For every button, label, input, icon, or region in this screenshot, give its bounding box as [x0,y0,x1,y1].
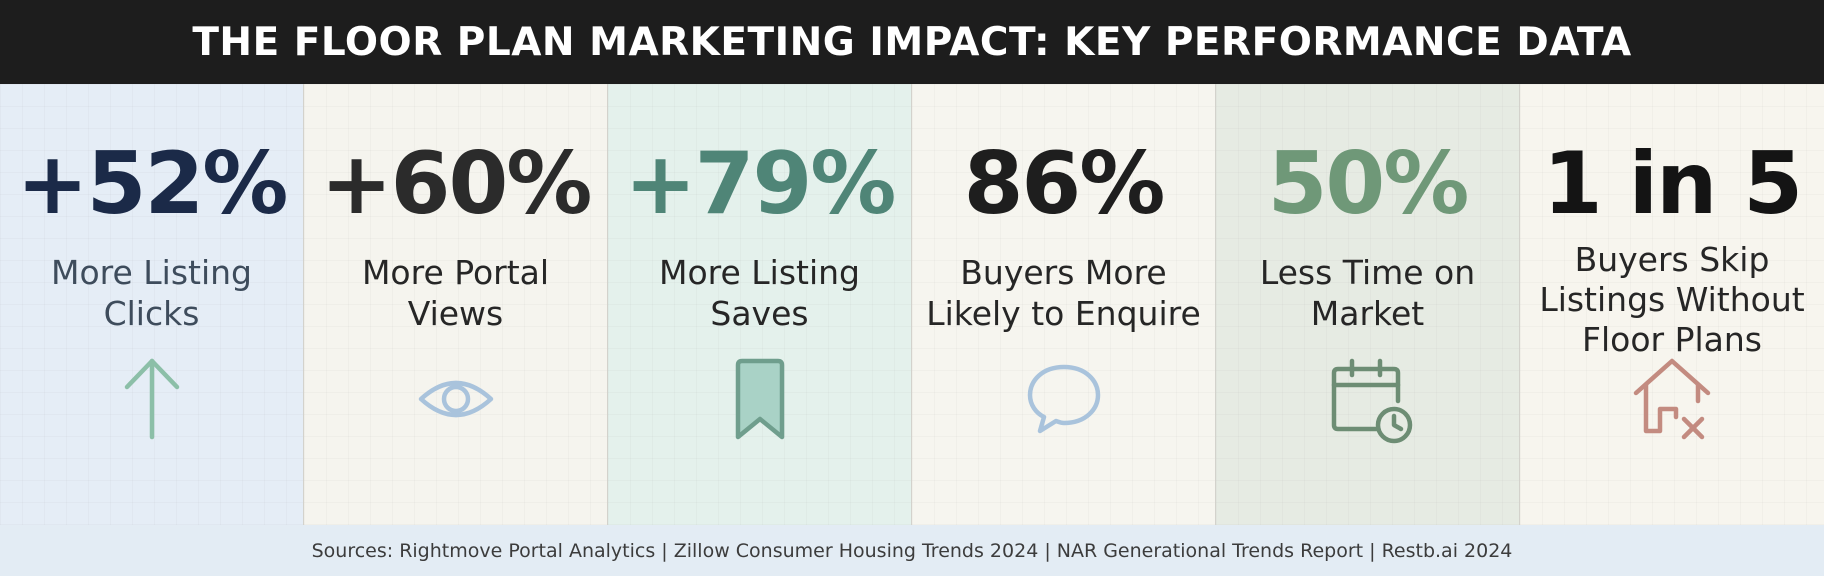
calendar-clock-icon [1318,349,1418,449]
stat-label: More Portal Views [361,253,550,333]
stat-value: 1 in 5 [1542,134,1803,234]
sources-footer: Sources: Rightmove Portal Analytics | Zi… [0,525,1824,576]
stat-label: Buyers Skip Listings Without Floor Plans [1539,240,1805,359]
stat-panel-enquire: 86% Buyers More Likely to Enquire [912,84,1216,525]
stat-value: +79% [624,134,897,234]
bookmark-icon [710,349,810,449]
stat-label: Buyers More Likely to Enquire [926,253,1201,333]
arrow-up-icon [102,349,202,449]
stat-label: More Listing Clicks [50,253,252,333]
speech-bubble-icon [1014,349,1114,449]
house-x-icon [1622,349,1722,449]
stat-value: 86% [963,134,1166,234]
stat-panel-skip-listings: 1 in 5 Buyers Skip Listings Without Floo… [1520,84,1824,525]
stat-label: Less Time on Market [1259,253,1476,333]
sources-text: Sources: Rightmove Portal Analytics | Zi… [311,539,1513,562]
eye-icon [406,349,506,449]
stat-panel-listing-saves: +79% More Listing Saves [608,84,912,525]
stat-panel-portal-views: +60% More Portal Views [304,84,608,525]
stat-panel-time-on-market: 50% Less Time on Market [1216,84,1520,525]
stat-panel-listing-clicks: +52% More Listing Clicks [0,84,304,525]
page-title: THE FLOOR PLAN MARKETING IMPACT: KEY PER… [192,19,1632,65]
stats-row: +52% More Listing Clicks +60% More Porta… [0,84,1824,525]
title-banner: THE FLOOR PLAN MARKETING IMPACT: KEY PER… [0,0,1824,84]
stat-value: +60% [320,134,593,234]
stat-value: 50% [1267,134,1470,234]
stat-label: More Listing Saves [658,253,860,333]
stat-value: +52% [16,134,289,234]
